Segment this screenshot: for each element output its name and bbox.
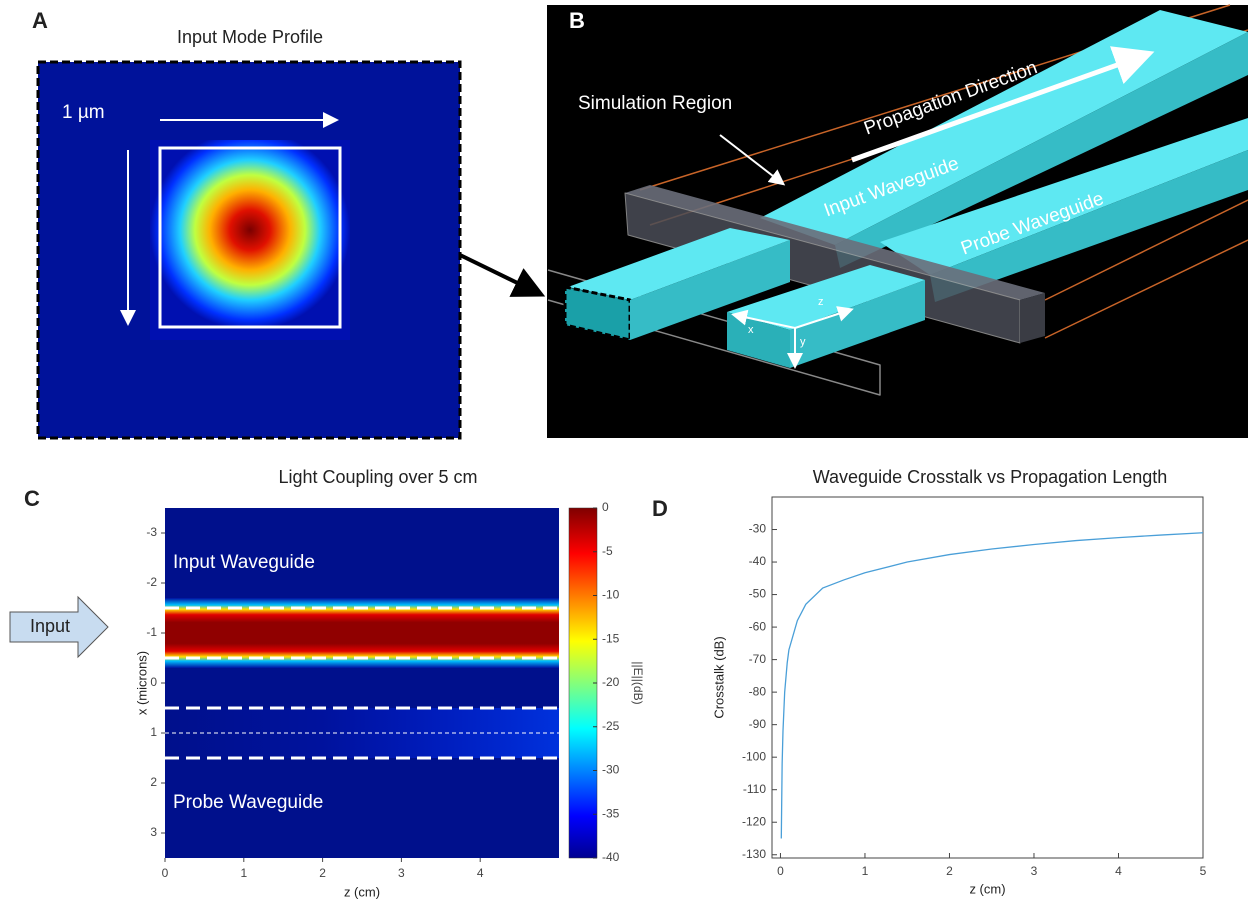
- y-tick-label: -40: [749, 554, 767, 568]
- heatmap-background: [165, 508, 559, 858]
- mode-profile: [150, 140, 350, 340]
- y-axis-label: Crosstalk (dB): [711, 636, 726, 718]
- x-tick-label: 1: [862, 864, 869, 878]
- panel-label: C: [24, 486, 40, 511]
- x-tick-label: 2: [319, 866, 326, 880]
- axis-label: y: [800, 336, 806, 348]
- render: [547, 4, 1248, 396]
- x-tick-label: 4: [477, 866, 484, 880]
- colorbar-label: ||E||(dB): [631, 661, 645, 704]
- y-tick-label: -1: [146, 625, 157, 639]
- colorbar-tick-label: -30: [602, 763, 620, 777]
- chart-title: Waveguide Crosstalk vs Propagation Lengt…: [813, 467, 1168, 487]
- y-tick-label: -120: [742, 814, 766, 828]
- x-tick-label: 2: [946, 864, 953, 878]
- core-outline: [158, 146, 342, 329]
- data-line: [780, 532, 1204, 839]
- input-label: Input: [30, 616, 70, 636]
- chart-title: Light Coupling over 5 cm: [278, 467, 477, 487]
- annotation: Simulation Region: [578, 93, 732, 114]
- colorbar-tick-label: -35: [602, 806, 620, 820]
- panel-label: A: [32, 8, 48, 33]
- y-tick-label: 1: [150, 725, 157, 739]
- x-tick-label: 3: [1031, 864, 1038, 878]
- y-tick-label: 2: [150, 775, 157, 789]
- axis-label: x: [748, 324, 754, 336]
- y-tick-label: -130: [742, 847, 766, 861]
- colorbar: [568, 507, 598, 859]
- colorbar-tick-label: -5: [602, 544, 613, 558]
- colorbar-tick-label: -15: [602, 631, 620, 645]
- y-tick-label: 0: [150, 675, 157, 689]
- y-tick-label: -70: [749, 652, 767, 666]
- panel-label: D: [652, 496, 668, 521]
- colorbar-tick-label: 0: [602, 500, 609, 514]
- y-tick-label: -110: [743, 782, 766, 796]
- y-tick-label: -100: [742, 749, 766, 763]
- y-tick-label: -50: [749, 587, 767, 601]
- y-tick-label: -30: [749, 522, 767, 536]
- panel-title: Input Mode Profile: [177, 27, 323, 47]
- x-tick-label: 0: [777, 864, 784, 878]
- y-tick-label: 3: [150, 825, 157, 839]
- y-axis-label: x (microns): [134, 651, 149, 715]
- colorbar-tick-label: -10: [602, 588, 620, 602]
- x-tick-label: 3: [398, 866, 405, 880]
- colorbar-tick-label: -25: [602, 719, 620, 733]
- x-axis-label: z (cm): [969, 881, 1005, 896]
- x-axis-label: z (cm): [344, 884, 380, 899]
- input-arrow: [9, 595, 109, 659]
- x-tick-label: 1: [240, 866, 247, 880]
- y-tick-label: -90: [749, 717, 767, 731]
- link-arrow: [459, 253, 546, 297]
- axis-label: z: [818, 296, 824, 308]
- y-tick-label: -60: [749, 619, 767, 633]
- y-tick-label: -80: [749, 684, 767, 698]
- x-tick-label: 5: [1200, 864, 1207, 878]
- waveguide-label: Probe Waveguide: [173, 792, 323, 813]
- colorbar-tick-label: -40: [602, 850, 620, 864]
- y-tick-label: -3: [146, 525, 157, 539]
- waveguide-label: Input Waveguide: [173, 552, 315, 573]
- y-tick-label: -2: [146, 575, 157, 589]
- colorbar-tick-label: -20: [602, 675, 620, 689]
- plot-frame: [771, 496, 1204, 859]
- x-tick-label: 4: [1115, 864, 1122, 878]
- panel-label: B: [569, 8, 585, 33]
- field-band: [165, 598, 559, 668]
- x-tick-label: 0: [162, 866, 169, 880]
- scale-label: 1 µm: [62, 102, 105, 123]
